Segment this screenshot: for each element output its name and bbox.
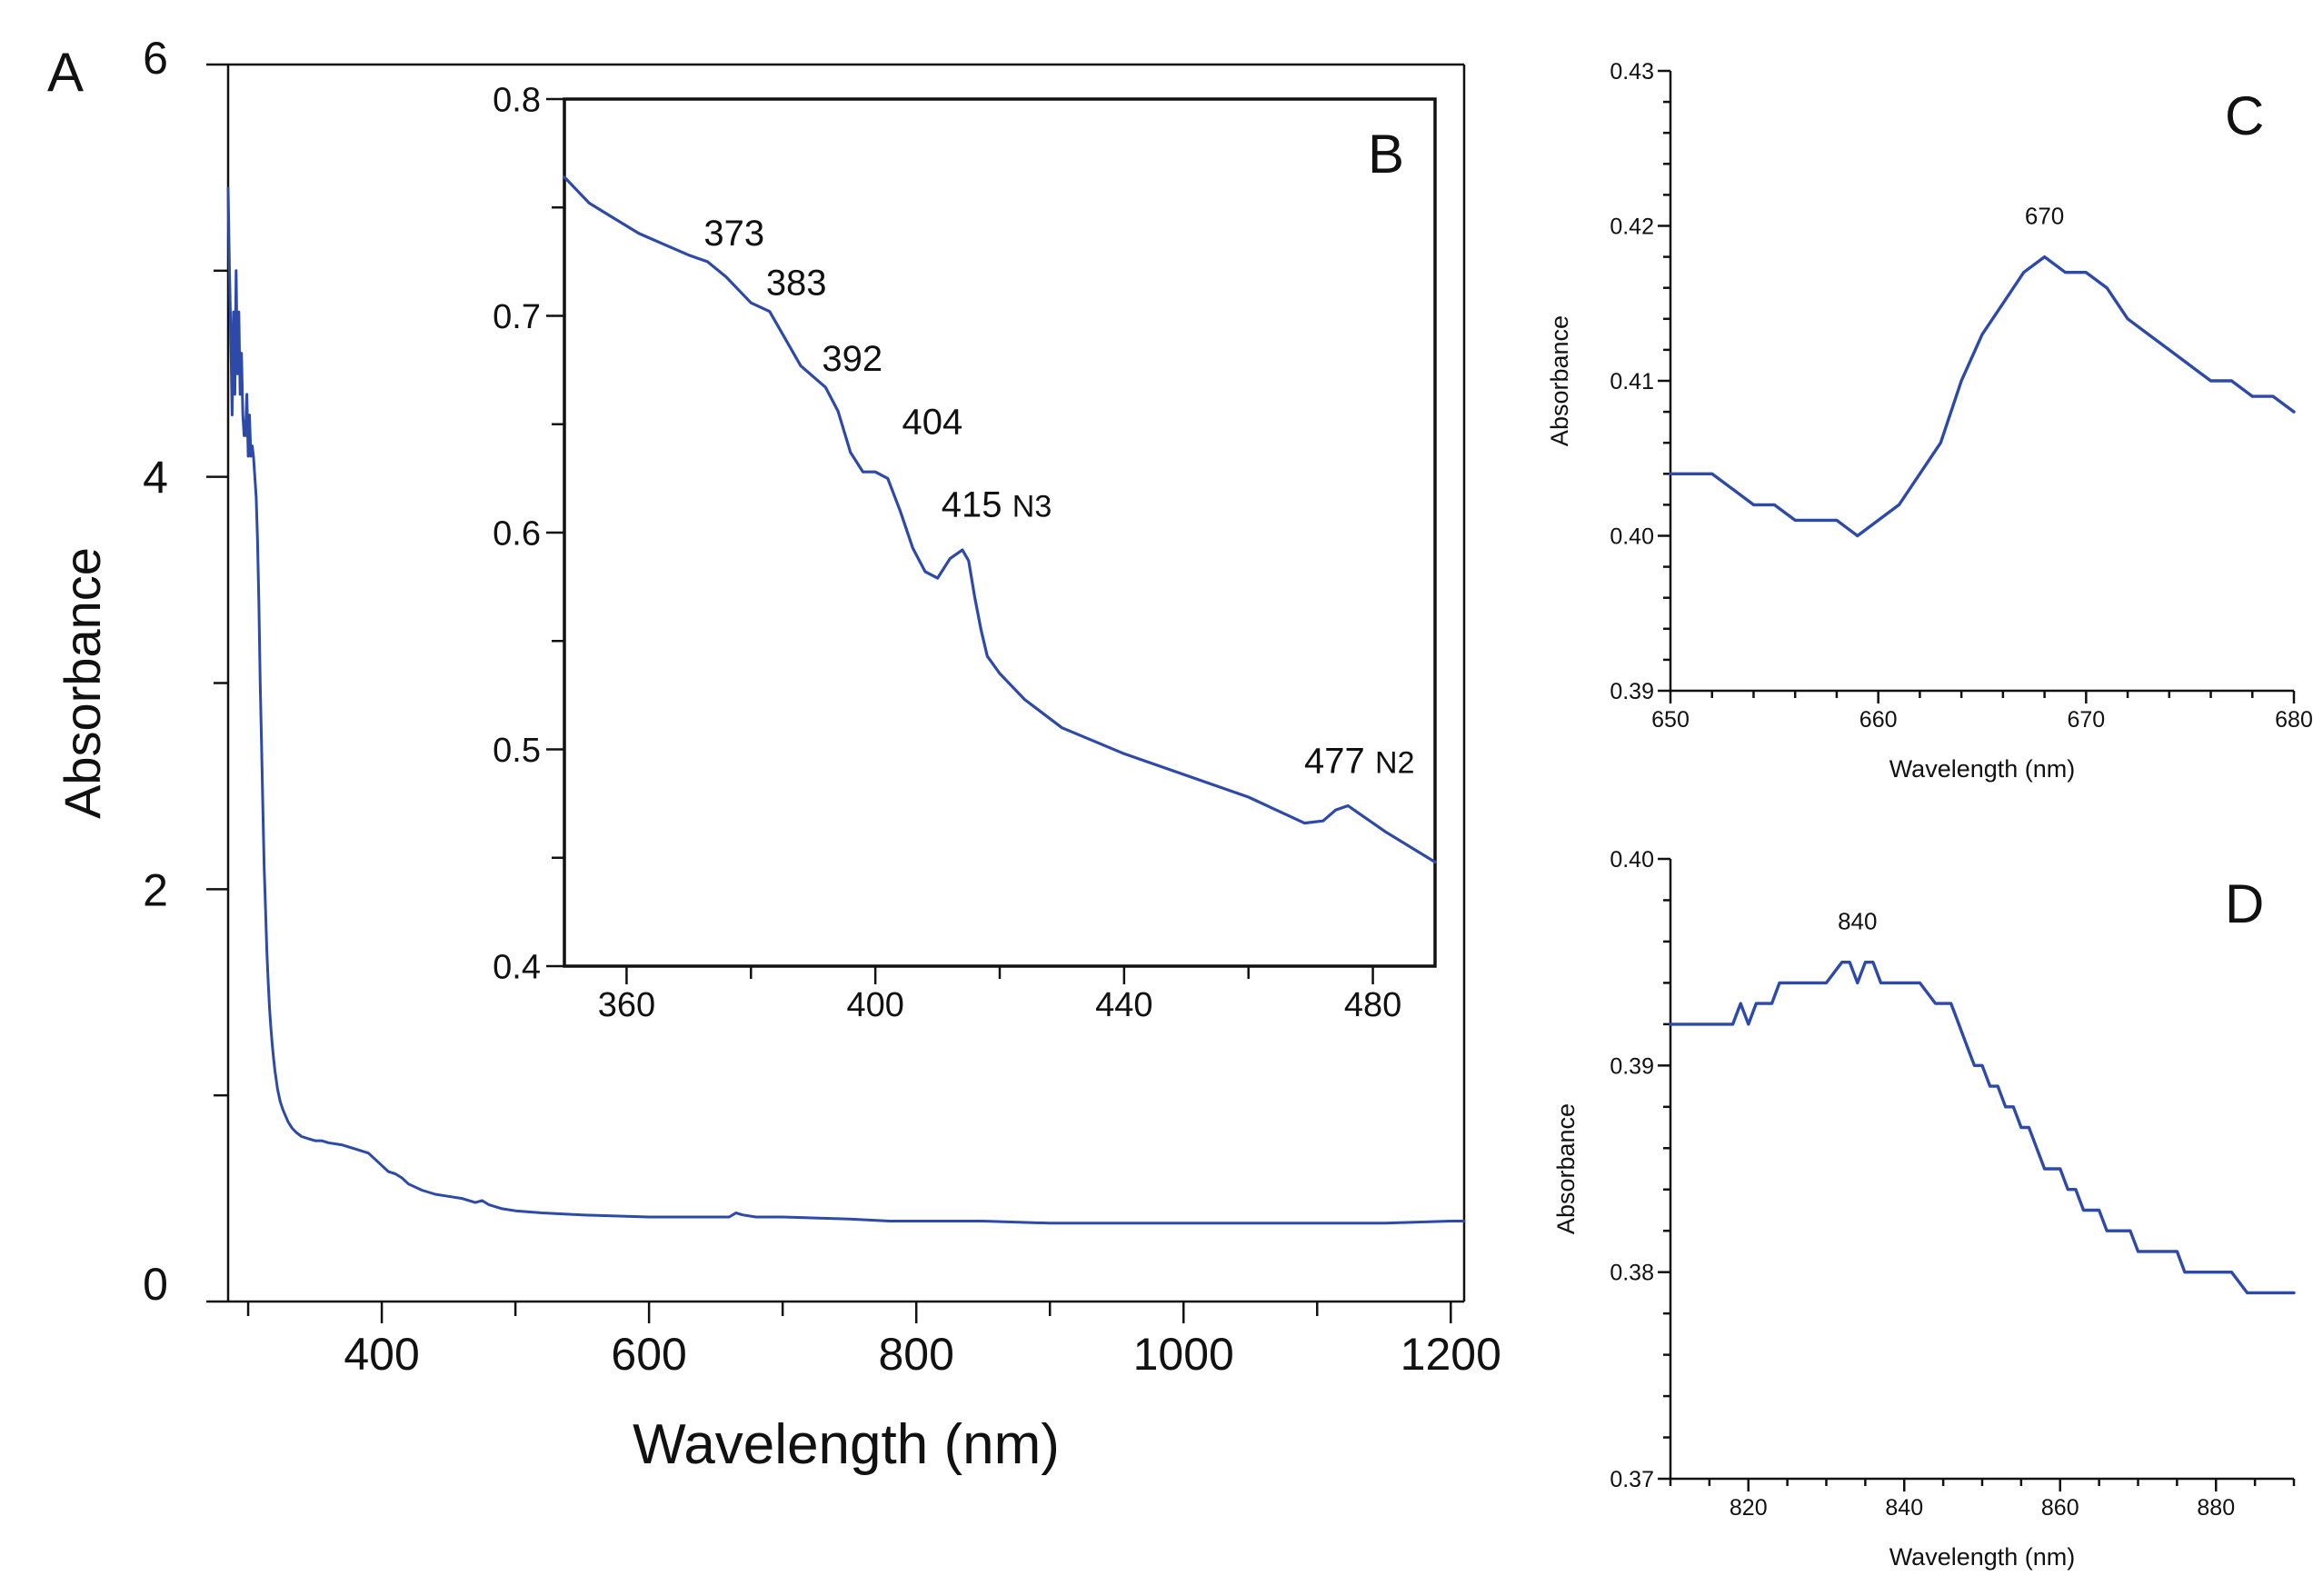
panel-c-y-tick-label: 0.41 — [1610, 369, 1654, 394]
panel-c-y-tick-label: 0.40 — [1610, 524, 1654, 550]
panel-c-x-tick-label: 680 — [2275, 707, 2313, 733]
panel-b-peak-label: 373 — [703, 214, 764, 254]
panel-a-x-tick-label: 1000 — [1133, 1329, 1234, 1380]
panel-b-x-tick-label: 440 — [1095, 986, 1152, 1024]
panel-d-x-tick-label: 880 — [2197, 1495, 2235, 1521]
panel-c-x-tick-label: 650 — [1651, 707, 1690, 733]
panel-b-y-tick-label: 0.8 — [493, 82, 541, 120]
panel-d-y-tick-label: 0.38 — [1610, 1261, 1654, 1286]
panel-d-y-tick-label: 0.39 — [1610, 1053, 1654, 1079]
panel-b-peak-label: 392 — [822, 339, 882, 379]
panel-c-chart: 650 660 670 680 0.39 0.40 0.41 0.42 0.43 Waveleng… — [1546, 59, 2313, 783]
panel-a-y-tick-label: 4 — [143, 453, 168, 504]
panel-b-panel-letter: B — [1368, 124, 1404, 185]
panel-c-y-axis-label: Absorbance — [1546, 315, 1573, 446]
panel-c-x-tick-label: 670 — [2067, 707, 2105, 733]
panel-b-x-tick-label: 400 — [846, 986, 903, 1024]
panel-d-x-tick-label: 860 — [2041, 1495, 2079, 1521]
panel-c-panel-letter: C — [2225, 85, 2264, 146]
panel-d-y-axis-label: Absorbance — [1552, 1103, 1580, 1234]
panel-c-y-tick-label: 0.39 — [1610, 679, 1654, 704]
panel-c-peak-label: 670 — [2025, 203, 2064, 230]
panel-a-x-tick-label: 800 — [878, 1329, 953, 1380]
panel-a-x-axis-label: Wavelength (nm) — [633, 1413, 1060, 1476]
panel-c-plot-area — [1670, 71, 2294, 691]
panel-b-x-tick-label: 360 — [598, 986, 655, 1024]
panel-c-y-tick-label: 0.43 — [1610, 59, 1654, 85]
panel-d-y-tick-label: 0.40 — [1610, 847, 1654, 873]
panel-d-x-axis-label: Wavelength (nm) — [1889, 1543, 2076, 1571]
panel-a-panel-letter: A — [47, 42, 84, 103]
panel-b-peak-label: 404 — [902, 402, 963, 442]
panel-d-x-tick-label: 840 — [1885, 1495, 1923, 1521]
panel-d-peak-label: 840 — [1838, 908, 1877, 935]
panel-b-y-tick-label: 0.4 — [493, 949, 541, 987]
panel-a-y-tick-label: 6 — [143, 33, 168, 84]
panel-a-y-tick-label: 0 — [143, 1259, 168, 1310]
panel-b-x-tick-label: 480 — [1344, 986, 1401, 1024]
panel-d-plot-area — [1670, 859, 2294, 1479]
panel-b-y-tick-label: 0.6 — [493, 515, 541, 554]
panel-d-panel-letter: D — [2225, 873, 2264, 934]
panel-a-series-line — [226, 186, 1466, 1225]
panel-a-y-tick-label: 2 — [143, 864, 168, 915]
panel-a-x-tick-label: 1200 — [1401, 1329, 1501, 1380]
panel-c-y-tick-label: 0.42 — [1610, 214, 1654, 240]
panel-b-peak-label: 477 — [1304, 742, 1365, 782]
panel-a-x-tick-label: 400 — [344, 1329, 419, 1380]
panel-b-peak-suffix-label: N2 — [1375, 746, 1414, 781]
panel-c-x-tick-label: 660 — [1859, 707, 1898, 733]
panel-a-y-axis-label: Absorbance — [54, 547, 111, 819]
panel-b-plot-area — [564, 99, 1435, 966]
panel-b-peak-suffix-label: N3 — [1012, 489, 1052, 524]
panel-c-x-axis-label: Wavelength (nm) — [1889, 755, 2076, 783]
panel-d-chart: 820 840 860 880 0.37 0.38 0.39 0.40 Wavelength (… — [1552, 847, 2296, 1571]
panel-b-y-tick-label: 0.5 — [493, 732, 541, 770]
panel-d-y-tick-label: 0.37 — [1610, 1467, 1654, 1492]
panel-b-y-tick-label: 0.7 — [493, 298, 541, 336]
panel-b-peak-label: 383 — [766, 264, 827, 304]
panel-d-x-tick-label: 820 — [1730, 1495, 1768, 1521]
panel-b-series-line — [563, 175, 1437, 864]
panel-b-peak-label: 415 — [942, 484, 1002, 524]
panel-c-series-line — [1669, 254, 2296, 538]
panel-a-x-tick-label: 600 — [611, 1329, 686, 1380]
panel-d-series-line — [1669, 960, 2296, 1295]
